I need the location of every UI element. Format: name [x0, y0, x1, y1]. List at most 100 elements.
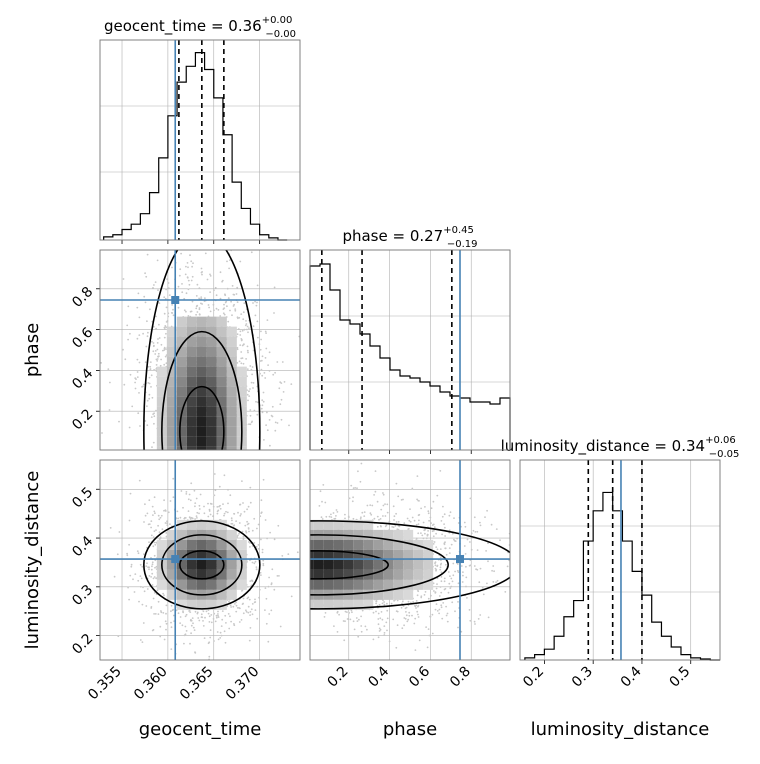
sample-point — [437, 549, 439, 551]
sample-point — [180, 616, 182, 618]
sample-point — [266, 623, 268, 625]
density-cell — [207, 317, 217, 327]
density-cell — [207, 427, 217, 437]
sample-point — [226, 305, 228, 307]
sample-point — [165, 289, 167, 291]
sample-point — [249, 580, 251, 582]
sample-point — [240, 331, 242, 333]
sample-point — [137, 580, 139, 582]
sample-point — [444, 543, 446, 545]
sample-point — [462, 571, 464, 573]
sample-point — [123, 384, 125, 386]
density-cell — [293, 560, 303, 570]
sample-point — [486, 510, 488, 512]
sample-point — [415, 649, 417, 651]
sample-point — [256, 618, 258, 620]
sample-point — [243, 612, 245, 614]
sample-point — [147, 588, 149, 590]
xtick-label-phase-0: 0.2 — [325, 664, 352, 691]
sample-point — [434, 526, 436, 528]
density-cell — [177, 437, 187, 447]
sample-point — [188, 498, 190, 500]
sample-point — [240, 351, 242, 353]
sample-point — [269, 351, 271, 353]
sample-point — [224, 615, 226, 617]
sample-point — [154, 544, 156, 546]
sample-point — [386, 610, 388, 612]
sample-point — [208, 304, 210, 306]
sample-point — [405, 618, 407, 620]
sample-point — [187, 266, 189, 268]
sample-point — [277, 575, 279, 577]
sample-point — [469, 609, 471, 611]
sample-point — [452, 574, 454, 576]
sample-point — [142, 586, 144, 588]
sample-point — [223, 312, 225, 314]
density-cell — [283, 560, 293, 570]
sample-point — [141, 578, 143, 580]
sample-point — [426, 537, 428, 539]
sample-point — [166, 522, 168, 524]
sample-point — [157, 342, 159, 344]
sample-point — [442, 602, 444, 604]
sample-point — [161, 344, 163, 346]
density-cell — [197, 497, 207, 507]
sample-point — [185, 266, 187, 268]
density-cell — [157, 397, 167, 407]
sample-point — [465, 566, 467, 568]
sample-point — [275, 422, 277, 424]
xtick-label-phase-2: 0.6 — [406, 663, 433, 690]
density-cell — [293, 600, 303, 610]
sample-point — [152, 287, 154, 289]
sample-point — [369, 504, 371, 506]
density-cell — [227, 560, 237, 570]
density-cell — [187, 317, 197, 327]
density-cell — [207, 580, 217, 590]
density-cell — [187, 397, 197, 407]
sample-point — [157, 349, 159, 351]
density-cell — [207, 357, 217, 367]
density-cell — [273, 590, 283, 600]
sample-point — [182, 507, 184, 509]
density-cell — [157, 477, 167, 487]
sample-point — [139, 480, 141, 482]
sample-point — [204, 637, 206, 639]
density-cell — [177, 477, 187, 487]
sample-point — [227, 512, 229, 514]
title-geocent-time-minus: −0.00 — [265, 29, 296, 40]
sample-point — [198, 513, 200, 515]
sample-point — [409, 508, 411, 510]
sample-point — [246, 329, 248, 331]
sample-point — [138, 392, 140, 394]
density-cell — [187, 487, 197, 497]
sample-point — [474, 621, 476, 623]
sample-point — [452, 563, 454, 565]
title-luminosity-distance: luminosity_distance = 0.34+0.06−0.05 — [501, 435, 740, 460]
sample-point — [373, 612, 375, 614]
sample-point — [425, 626, 427, 628]
sample-point — [479, 614, 481, 616]
sample-point — [242, 330, 244, 332]
sample-point — [154, 353, 156, 355]
sample-point — [384, 632, 386, 634]
sample-point — [256, 305, 258, 307]
sample-point — [377, 501, 379, 503]
sample-point — [246, 521, 248, 523]
sample-point — [251, 421, 253, 423]
sample-point — [442, 516, 444, 518]
sample-point — [145, 605, 147, 607]
xtick-label-geocent-time-0: 0.355 — [85, 664, 125, 704]
sample-point — [261, 369, 263, 371]
sample-point — [162, 593, 164, 595]
title-geocent-time-name: geocent_time — [104, 17, 206, 36]
density-cell — [227, 327, 237, 337]
sample-point — [440, 604, 442, 606]
xlabel-phase: phase — [383, 719, 437, 740]
sample-point — [430, 595, 432, 597]
sample-point — [281, 419, 283, 421]
sample-point — [189, 643, 191, 645]
sample-point — [282, 361, 284, 363]
sample-point — [186, 614, 188, 616]
sample-point — [371, 505, 373, 507]
sample-point — [148, 568, 150, 570]
